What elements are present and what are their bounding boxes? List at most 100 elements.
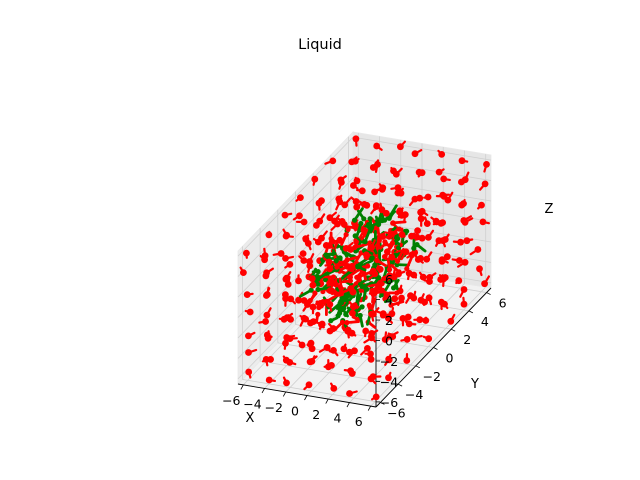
molecule-head <box>359 283 365 289</box>
molecule-head <box>396 269 402 275</box>
data-markers <box>239 135 490 401</box>
molecule-head <box>358 220 364 227</box>
z-tick-label: 4 <box>385 293 393 308</box>
molecule-head <box>370 310 377 318</box>
x-tick-mark <box>261 388 265 394</box>
molecule-head <box>333 258 339 264</box>
molecule-head <box>340 221 348 228</box>
x-tick-mark <box>304 395 308 401</box>
x-tick-mark <box>346 402 350 408</box>
y-tick-label: 0 <box>446 351 454 366</box>
molecule-head <box>394 258 401 264</box>
molecule-head <box>417 208 424 216</box>
molecule-head <box>456 257 463 264</box>
molecule-head <box>352 217 358 223</box>
molecule-head <box>362 239 368 245</box>
z-axis-label: Z <box>545 202 554 217</box>
molecule-head <box>411 245 417 251</box>
molecule-head <box>408 232 415 240</box>
molecule-head <box>363 251 370 259</box>
molecule-head <box>399 315 407 322</box>
molecule-head <box>338 179 345 186</box>
molecule-head <box>263 292 270 299</box>
molecule-head <box>330 385 338 392</box>
molecule-head <box>416 316 424 324</box>
grid-line-z-left <box>237 218 354 339</box>
molecule-head <box>435 168 443 176</box>
molecule-head <box>424 193 432 201</box>
molecule-head <box>379 184 387 192</box>
molecule-head <box>347 285 355 292</box>
molecule-head <box>389 333 397 340</box>
molecule-head <box>474 246 482 253</box>
molecule-head <box>283 379 290 387</box>
molecule-head <box>282 339 289 347</box>
molecule-head <box>262 318 269 325</box>
molecule-head <box>345 226 351 232</box>
x-tick-label: 2 <box>312 407 320 422</box>
x-tick-label: 0 <box>291 404 299 419</box>
molecule-head <box>318 197 325 205</box>
molecule-head <box>346 390 353 397</box>
molecule-head <box>397 143 404 151</box>
molecule-head <box>418 234 426 242</box>
molecule-head <box>418 169 426 177</box>
molecule-head <box>357 312 363 319</box>
molecule-head <box>383 291 391 299</box>
molecule-head <box>310 318 317 325</box>
molecule-head <box>423 255 431 263</box>
molecule-head <box>403 357 411 364</box>
molecule-head <box>316 217 324 225</box>
molecule-head <box>315 286 321 293</box>
molecule-head <box>363 286 369 292</box>
molecule-head <box>372 203 380 211</box>
y-tick-mark <box>415 365 420 369</box>
molecule-head <box>460 300 468 308</box>
molecule-head <box>311 175 319 183</box>
molecule-head <box>330 347 337 354</box>
molecule-head <box>326 301 334 308</box>
molecule-head <box>351 157 359 165</box>
molecule-head <box>263 311 271 319</box>
molecule-head <box>404 266 410 272</box>
molecule-head <box>461 258 469 266</box>
molecule-head <box>305 381 313 389</box>
molecule-head <box>439 237 447 245</box>
molecule-head <box>329 325 337 332</box>
molecule-head <box>341 201 349 209</box>
molecule-head <box>287 316 294 323</box>
molecule-head <box>350 303 357 311</box>
x-tick-label: −4 <box>243 396 261 411</box>
z-tick-label: 2 <box>385 313 393 328</box>
z-tick-label: −2 <box>380 354 398 369</box>
molecule-head <box>300 257 308 264</box>
molecule-head <box>388 302 394 308</box>
x-tick-mark <box>282 391 287 397</box>
molecule-head <box>326 287 334 294</box>
molecule-head <box>282 275 290 283</box>
molecule-head <box>329 157 337 165</box>
molecule-head <box>262 272 270 280</box>
molecule-head <box>352 135 360 143</box>
molecule-head <box>352 225 359 231</box>
molecule-head <box>281 211 289 219</box>
molecule-head <box>339 319 346 325</box>
molecule-head <box>417 215 425 223</box>
molecule-head <box>368 334 375 342</box>
molecule-head <box>296 212 303 220</box>
molecule-head <box>455 277 463 285</box>
molecule-head <box>283 231 290 239</box>
molecule-head <box>265 376 273 384</box>
molecule-head <box>372 262 378 268</box>
molecule-head <box>385 374 392 382</box>
molecule-head <box>386 215 392 221</box>
molecule-head <box>368 243 376 251</box>
molecule-head <box>385 356 393 364</box>
grid-line-z-left <box>237 177 354 298</box>
grid-line-z-back <box>352 177 492 202</box>
molecule-head <box>246 308 254 316</box>
molecule-head <box>458 157 466 165</box>
molecule-head <box>394 290 400 296</box>
molecule-head <box>390 220 396 226</box>
